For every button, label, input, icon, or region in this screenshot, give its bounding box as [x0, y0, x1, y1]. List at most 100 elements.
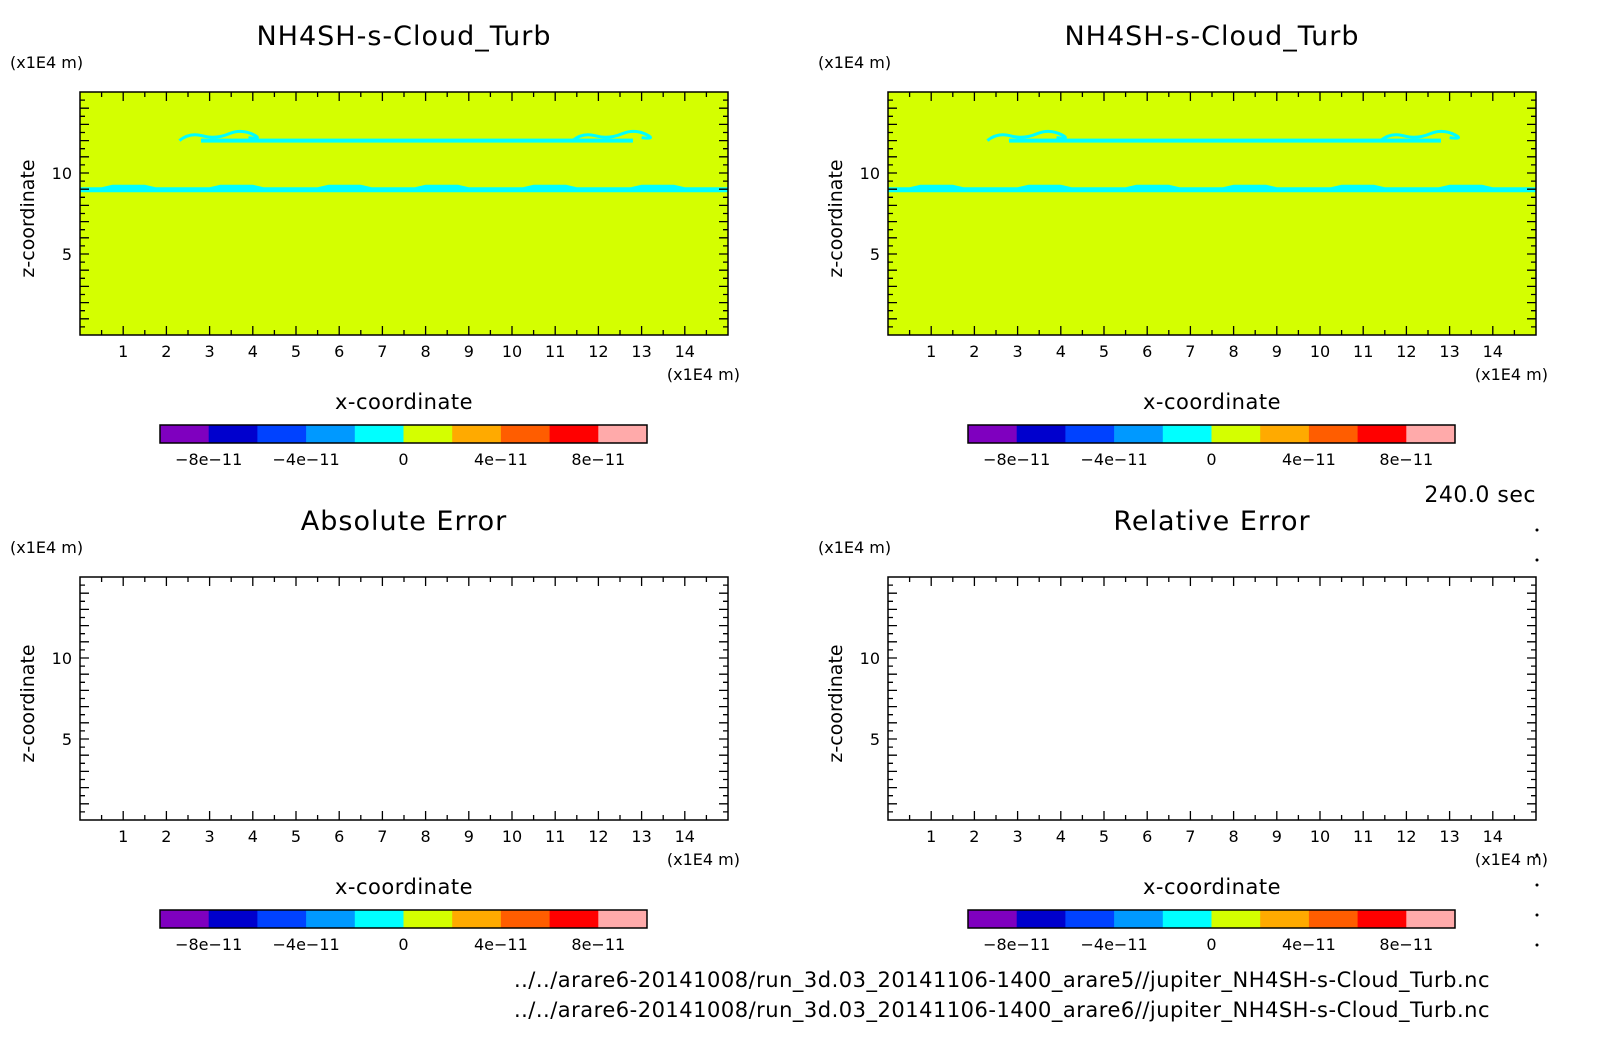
colorbar-segment: [1016, 425, 1066, 443]
x-tick-label: 7: [1185, 827, 1195, 846]
x-tick-label: 11: [1353, 827, 1373, 846]
colorbar-segment: [1162, 910, 1212, 928]
colorbar-segment: [1260, 910, 1310, 928]
x-tick-label: 2: [161, 827, 171, 846]
colorbar-segment: [403, 425, 453, 443]
x-tick-label: 5: [1099, 827, 1109, 846]
colorbar-segment: [598, 425, 648, 443]
x-tick-label: 5: [291, 827, 301, 846]
y-tick-label: 10: [52, 649, 72, 668]
cloud-band-edge-2: [571, 129, 652, 142]
x-tick-label: 1: [926, 342, 936, 361]
x-tick-label: 6: [1142, 342, 1152, 361]
x-tick-label: 14: [675, 342, 695, 361]
x-tick-label: 3: [205, 827, 215, 846]
x-tick-label: 12: [1396, 342, 1416, 361]
cloud-band-edge-1: [178, 129, 259, 142]
colorbar-segment: [968, 425, 1018, 443]
colorbar-segment: [549, 425, 599, 443]
x-tick-label: 10: [502, 827, 522, 846]
x-axis-label: x-coordinate: [335, 390, 473, 414]
y-tick-label: 5: [62, 245, 72, 264]
panel-4: Relative Error(x1E4 m)1 2 3 4 5 6 7 8 9 10 11 12 13 1…: [818, 506, 1548, 954]
colorbar-tick-label: 8e−11: [1379, 450, 1433, 469]
panel-title: Absolute Error: [301, 506, 507, 537]
time-label: 240.0 sec: [1424, 483, 1536, 508]
colorbar-tick-label: −8e−11: [983, 935, 1050, 954]
colorbar-tick-label: −8e−11: [175, 450, 242, 469]
colorbar-segment: [500, 425, 551, 443]
colorbar-segment: [354, 910, 404, 928]
x-tick-label: 4: [248, 342, 258, 361]
colorbar-tick-label: 0: [1206, 450, 1216, 469]
plot-frame: [887, 576, 1537, 821]
x-tick-label: 2: [161, 342, 171, 361]
x-tick-label: 8: [1229, 342, 1239, 361]
y-axis-label: z-coordinate: [825, 644, 847, 762]
colorbar-frame: [967, 909, 1456, 929]
x-tick-label: 9: [1272, 827, 1282, 846]
x-tick-label: 13: [631, 827, 651, 846]
x-tick-label: 11: [545, 827, 565, 846]
x-tick-label: 2: [969, 342, 979, 361]
x-tick-label: 1: [118, 342, 128, 361]
x-axis-label: x-coordinate: [335, 875, 473, 899]
colorbar-tick-label: 4e−11: [474, 935, 528, 954]
panel-title: Relative Error: [1113, 506, 1310, 537]
colorbar-tick-label: 0: [1206, 935, 1216, 954]
x-tick-label: 4: [1056, 342, 1066, 361]
x-unit-label: (x1E4 m): [667, 850, 740, 869]
panel-3: Absolute Error(x1E4 m)1 2 3 4 5 6 7 8 9 10 11 12 13 1…: [10, 506, 740, 954]
colorbar-segment: [160, 425, 210, 443]
colorbar-segment: [1357, 425, 1407, 443]
colorbar-segment: [1211, 910, 1261, 928]
axis-ticks: [888, 92, 1536, 335]
y-unit-label: (x1E4 m): [10, 538, 83, 557]
colorbar-segment: [306, 910, 356, 928]
edge-dot: [1535, 558, 1539, 562]
colorbar-tick-label: 8e−11: [1379, 935, 1433, 954]
y-axis-label: z-coordinate: [17, 644, 39, 762]
colorbar-segment: [306, 425, 356, 443]
x-tick-label: 13: [1439, 342, 1459, 361]
y-tick-label: 5: [870, 730, 880, 749]
x-tick-label: 10: [1310, 827, 1330, 846]
x-axis-label: x-coordinate: [1143, 875, 1281, 899]
x-tick-label: 12: [588, 342, 608, 361]
colorbar-segment: [1357, 910, 1407, 928]
x-tick-label: 2: [969, 827, 979, 846]
x-tick-label: 6: [334, 342, 344, 361]
cloud-band-lower: [888, 184, 1536, 193]
y-tick-label: 5: [870, 245, 880, 264]
colorbar-tick-label: 4e−11: [474, 450, 528, 469]
plot-frame: [79, 576, 729, 821]
cloud-band-upper: [200, 138, 633, 143]
colorbar-segment: [403, 910, 453, 928]
colorbar-segment: [1406, 425, 1456, 443]
x-tick-label: 14: [675, 827, 695, 846]
x-tick-label: 8: [1229, 827, 1239, 846]
panel-title: NH4SH-s-Cloud_Turb: [256, 21, 551, 52]
cloud-band-upper: [1008, 138, 1441, 143]
y-axis-label: z-coordinate: [17, 159, 39, 277]
colorbar-segment: [452, 425, 502, 443]
colorbar-segment: [500, 910, 551, 928]
colorbar-tick-label: 8e−11: [571, 935, 625, 954]
x-unit-label: (x1E4 m): [667, 365, 740, 384]
colorbar-segment: [1016, 910, 1066, 928]
colorbar-frame: [967, 424, 1456, 444]
x-tick-label: 4: [1056, 827, 1066, 846]
x-tick-label: 4: [248, 827, 258, 846]
colorbar-tick-label: 8e−11: [571, 450, 625, 469]
colorbar-segment: [1065, 425, 1115, 443]
x-unit-label: (x1E4 m): [1475, 850, 1548, 869]
colorbar-segment: [1406, 910, 1456, 928]
colorbar-frame: [159, 909, 648, 929]
axis-ticks: [888, 577, 1536, 820]
colorbar-segment: [1114, 425, 1164, 443]
x-tick-label: 10: [502, 342, 522, 361]
panel-1: NH4SH-s-Cloud_Turb(x1E4 m)1 2 3 4 5 6 7 8 9 10 11 1…: [10, 21, 740, 469]
colorbar-segment: [257, 910, 307, 928]
x-tick-label: 11: [545, 342, 565, 361]
